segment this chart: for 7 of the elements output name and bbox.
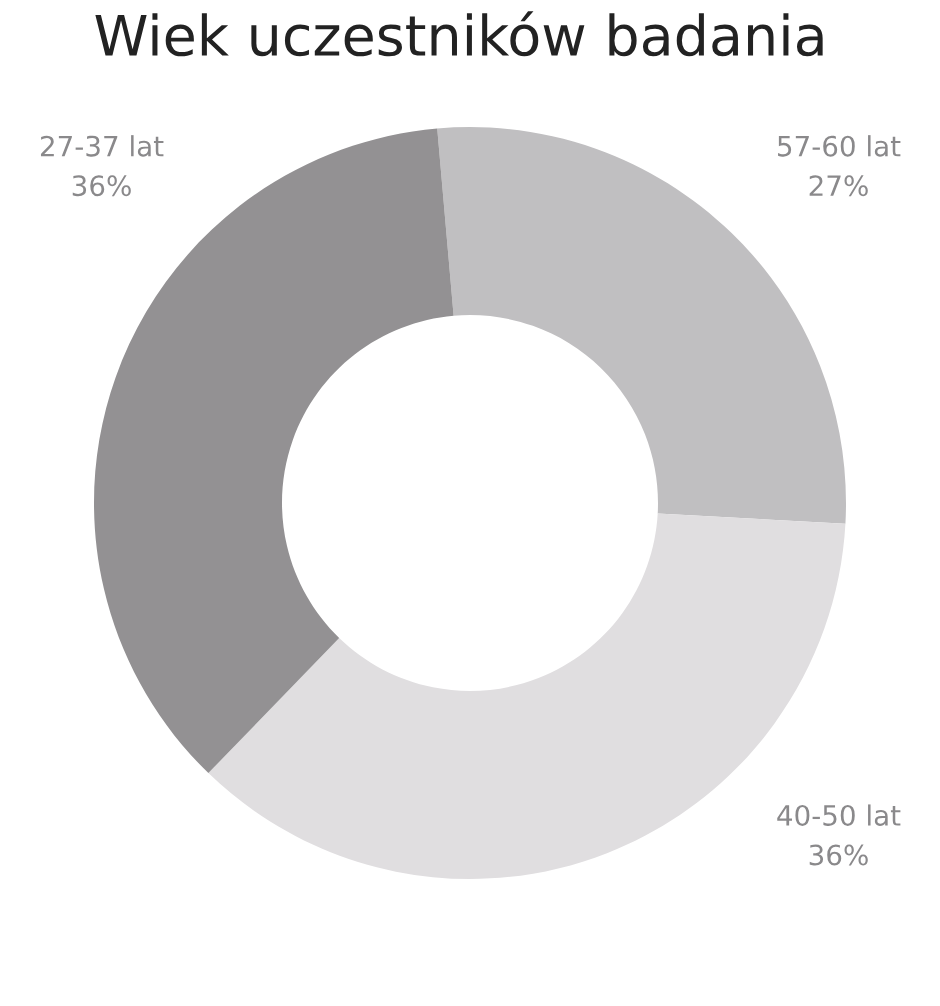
data-label: 36% xyxy=(72,175,131,197)
slice-label: 40-50 lat xyxy=(777,804,901,826)
slice-label: 27-37 lat xyxy=(40,135,164,157)
data-label: 27% xyxy=(809,175,868,197)
slice-label: 57-60 lat xyxy=(778,135,901,157)
data-label: 36% xyxy=(809,844,868,866)
chart-title: Wiek uczestników badania xyxy=(95,11,823,57)
